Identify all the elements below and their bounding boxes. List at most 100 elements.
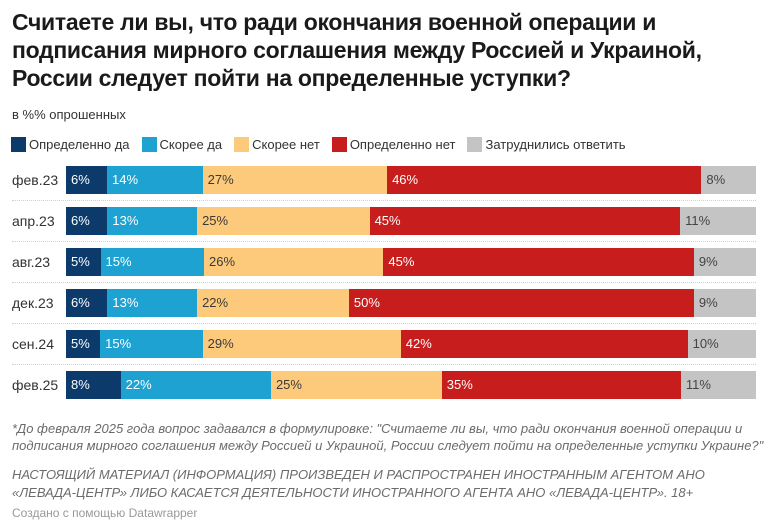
- data-label-suffix: %: [216, 213, 229, 228]
- legend-item-rather-yes: Скорее да: [141, 137, 223, 152]
- category-label: фев.25: [12, 377, 59, 393]
- bar-segment-hard-to-say: 9%: [693, 248, 756, 276]
- data-label-value: 13: [112, 295, 127, 310]
- bar-segment-definitely-no: 45%: [369, 207, 681, 235]
- data-label-suffix: %: [223, 254, 236, 269]
- data-label-value: 6: [71, 295, 79, 310]
- data-label: 45%: [388, 254, 414, 269]
- bar-segment-definitely-yes: 8%: [66, 371, 121, 399]
- bar-row: сен.24 5% 15% 29% 42% 10%: [0, 330, 768, 358]
- data-label: 27%: [208, 172, 234, 187]
- data-label: 50%: [354, 295, 380, 310]
- data-label: 26%: [209, 254, 235, 269]
- data-label: 46%: [392, 172, 418, 187]
- data-label-suffix: %: [216, 295, 229, 310]
- datawrapper-credit-link[interactable]: Создано с помощью Datawrapper: [12, 506, 198, 520]
- data-label-suffix: %: [290, 377, 302, 392]
- data-label: 22%: [126, 377, 152, 392]
- data-label-value: 22: [202, 295, 217, 310]
- disclaimer-line: «ЛЕВАДА-ЦЕНТР» ЛИБО КАСАЕТСЯ ДЕЯТЕЛЬНОСТ…: [12, 485, 694, 500]
- data-label-suffix: %: [698, 213, 711, 228]
- data-label: 11%: [685, 213, 710, 228]
- bar-segment-rather-yes: 15%: [100, 330, 203, 358]
- bar-segment-rather-yes: 13%: [107, 289, 198, 317]
- data-label-suffix: %: [706, 295, 718, 310]
- legend-swatch: [141, 137, 157, 152]
- data-label-value: 8: [71, 377, 79, 392]
- bar-row: авг.23 5% 15% 26% 45% 9%: [0, 248, 768, 276]
- category-label: авг.23: [12, 254, 51, 270]
- data-label-value: 9: [698, 254, 707, 269]
- stacked-bar: 6% 13% 25% 45% 11%: [66, 207, 756, 235]
- data-label: 5%: [71, 336, 90, 351]
- data-label-value: 22: [125, 377, 141, 392]
- bar-segment-rather-no: 25%: [197, 207, 370, 235]
- data-label-value: 11: [685, 213, 699, 228]
- data-label-value: 29: [207, 336, 223, 351]
- data-label-suffix: %: [222, 172, 234, 187]
- legend-item-definitely-yes: Определенно да: [11, 137, 130, 152]
- bar-segment-hard-to-say: 11%: [680, 371, 756, 399]
- footnote-line: *До февраля 2025 года вопрос задавался в…: [12, 421, 743, 436]
- row-separator: [12, 323, 756, 324]
- bar-row: апр.23 6% 13% 25% 45% 11%: [0, 207, 768, 235]
- data-label-suffix: %: [140, 377, 152, 392]
- data-label-suffix: %: [707, 336, 719, 351]
- data-label: 42%: [406, 336, 432, 351]
- bar-segment-definitely-no: 50%: [348, 289, 694, 317]
- bar-segment-hard-to-say: 10%: [687, 330, 756, 358]
- data-label-value: 11: [685, 377, 700, 392]
- data-label-value: 25: [202, 213, 217, 228]
- data-label-suffix: %: [78, 336, 90, 351]
- legend-label: Скорее нет: [252, 137, 320, 152]
- data-label: 8%: [71, 377, 90, 392]
- bar-segment-definitely-no: 46%: [387, 166, 702, 194]
- data-label-value: 5: [71, 336, 79, 351]
- category-label: дек.23: [12, 295, 54, 311]
- data-label-suffix: %: [78, 377, 90, 392]
- data-label-value: 8: [706, 172, 714, 187]
- data-label: 45%: [375, 213, 401, 228]
- data-label: 9%: [699, 254, 718, 269]
- data-label-value: 35: [446, 377, 462, 392]
- data-label: 6%: [71, 213, 90, 228]
- bar-segment-rather-yes: 15%: [100, 248, 204, 276]
- row-separator: [12, 241, 756, 242]
- stacked-bar: 5% 15% 29% 42% 10%: [66, 330, 756, 358]
- bar-row: фев.23 6% 14% 27% 46% 8%: [0, 166, 768, 194]
- data-label: 6%: [71, 172, 90, 187]
- data-label-suffix: %: [119, 254, 132, 269]
- data-label-suffix: %: [706, 254, 718, 269]
- bar-segment-definitely-yes: 5%: [66, 330, 101, 358]
- legend-label: Затруднились ответить: [485, 137, 626, 152]
- data-label-suffix: %: [222, 336, 234, 351]
- data-label-suffix: %: [420, 336, 432, 351]
- bar-segment-hard-to-say: 8%: [701, 166, 756, 194]
- data-label-value: 46: [392, 172, 407, 187]
- data-label: 25%: [202, 213, 228, 228]
- data-label-suffix: %: [126, 295, 139, 310]
- data-label-value: 15: [105, 336, 120, 351]
- row-separator: [12, 200, 756, 201]
- bar-segment-rather-yes: 13%: [107, 207, 198, 235]
- legend-label: Скорее да: [159, 137, 223, 152]
- data-label: 9%: [699, 295, 718, 310]
- category-label: сен.24: [12, 336, 54, 352]
- foreign-agent-disclaimer: НАСТОЯЩИЙ МАТЕРИАЛ (ИНФОРМАЦИЯ) ПРОИЗВЕД…: [12, 466, 705, 502]
- data-label-suffix: %: [126, 213, 139, 228]
- bar-segment-definitely-no: 45%: [383, 248, 694, 276]
- row-separator: [12, 282, 756, 283]
- bar-segment-hard-to-say: 11%: [680, 207, 756, 235]
- bar-segment-definitely-no: 35%: [441, 371, 681, 399]
- data-label-value: 25: [275, 377, 291, 392]
- data-label-suffix: %: [461, 377, 473, 392]
- legend-item-definitely-no: Определенно нет: [331, 137, 455, 152]
- bar-segment-rather-yes: 22%: [120, 371, 271, 399]
- data-label-suffix: %: [78, 254, 90, 269]
- data-label: 6%: [71, 295, 90, 310]
- data-label: 13%: [112, 295, 138, 310]
- footnote: *До февраля 2025 года вопрос задавался в…: [12, 420, 763, 454]
- stacked-bar: 6% 13% 22% 50% 9%: [66, 289, 756, 317]
- data-label-value: 27: [207, 172, 223, 187]
- data-label: 14%: [112, 172, 138, 187]
